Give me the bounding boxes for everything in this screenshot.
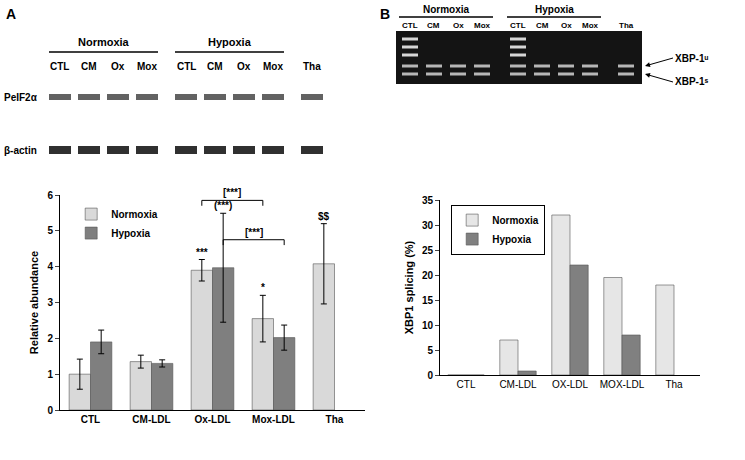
svg-text:15: 15: [422, 295, 434, 306]
svg-text:0: 0: [427, 370, 433, 381]
svg-text:10: 10: [422, 320, 434, 331]
svg-text:Mox-LDL: Mox-LDL: [252, 414, 295, 425]
svg-text:XBP-1ˢ: XBP-1ˢ: [675, 76, 708, 87]
svg-text:Ox: Ox: [561, 21, 572, 30]
svg-text:MOX-LDL: MOX-LDL: [600, 379, 645, 390]
svg-text:*: *: [261, 282, 265, 293]
svg-text:35: 35: [422, 195, 434, 206]
svg-text:CM-LDL: CM-LDL: [132, 414, 170, 425]
svg-text:Hypoxia: Hypoxia: [111, 228, 150, 239]
svg-text:Mox: Mox: [474, 21, 491, 30]
svg-text:20: 20: [422, 270, 434, 281]
svg-text:Hypoxia: Hypoxia: [535, 4, 574, 15]
svg-text:1: 1: [47, 369, 53, 380]
svg-text:CM: CM: [81, 61, 97, 72]
svg-text:25: 25: [422, 245, 434, 256]
svg-text:CM: CM: [207, 61, 223, 72]
svg-text:CM-LDL: CM-LDL: [499, 379, 537, 390]
svg-text:$$: $$: [318, 211, 330, 222]
svg-text:Ox: Ox: [237, 61, 251, 72]
svg-text:5: 5: [47, 225, 53, 236]
svg-text:***: ***: [196, 247, 208, 258]
svg-text:Hypoxia: Hypoxia: [208, 36, 252, 48]
svg-text:Tha: Tha: [619, 21, 634, 30]
svg-text:CTL: CTL: [457, 379, 476, 390]
svg-text:Mox: Mox: [582, 21, 599, 30]
svg-text:Hypoxia: Hypoxia: [492, 234, 531, 245]
svg-text:[***]: [***]: [245, 227, 263, 238]
svg-text:XBP1 splicing (%): XBP1 splicing (%): [403, 240, 415, 334]
svg-text:Ox-LDL: Ox-LDL: [194, 414, 230, 425]
svg-text:Mox: Mox: [137, 61, 157, 72]
svg-text:A: A: [6, 6, 16, 22]
svg-text:Normoxia: Normoxia: [423, 4, 470, 15]
svg-text:CTL: CTL: [81, 414, 100, 425]
svg-text:30: 30: [422, 220, 434, 231]
svg-text:PeIF2α: PeIF2α: [4, 92, 38, 103]
svg-text:6: 6: [47, 190, 53, 201]
svg-text:B: B: [380, 6, 390, 22]
svg-text:CTL: CTL: [402, 21, 418, 30]
svg-text:CTL: CTL: [50, 61, 69, 72]
svg-text:Normoxia: Normoxia: [111, 209, 158, 220]
svg-text:CM: CM: [536, 21, 549, 30]
svg-text:XBP-1ᵘ: XBP-1ᵘ: [675, 53, 708, 64]
svg-text:Normoxia: Normoxia: [492, 215, 539, 226]
svg-text:5: 5: [427, 345, 433, 356]
svg-text:CTL: CTL: [510, 21, 526, 30]
svg-text:Tha: Tha: [303, 61, 321, 72]
svg-text:Tha: Tha: [326, 414, 344, 425]
svg-text:CTL: CTL: [177, 61, 196, 72]
svg-text:Normoxia: Normoxia: [78, 36, 130, 48]
svg-text:Ox: Ox: [453, 21, 464, 30]
svg-text:OX-LDL: OX-LDL: [552, 379, 589, 390]
svg-text:3: 3: [47, 297, 53, 308]
svg-text:CM: CM: [427, 21, 440, 30]
svg-text:Tha: Tha: [665, 379, 683, 390]
svg-text:Mox: Mox: [263, 61, 283, 72]
svg-text:4: 4: [47, 261, 53, 272]
svg-text:[***]: [***]: [223, 187, 241, 198]
svg-text:Ox: Ox: [111, 61, 125, 72]
svg-text:Relative abundance: Relative abundance: [28, 251, 40, 354]
svg-text:(***): (***): [214, 200, 232, 211]
svg-text:2: 2: [47, 333, 53, 344]
svg-text:0: 0: [47, 405, 53, 416]
svg-text:β-actin: β-actin: [4, 145, 37, 156]
